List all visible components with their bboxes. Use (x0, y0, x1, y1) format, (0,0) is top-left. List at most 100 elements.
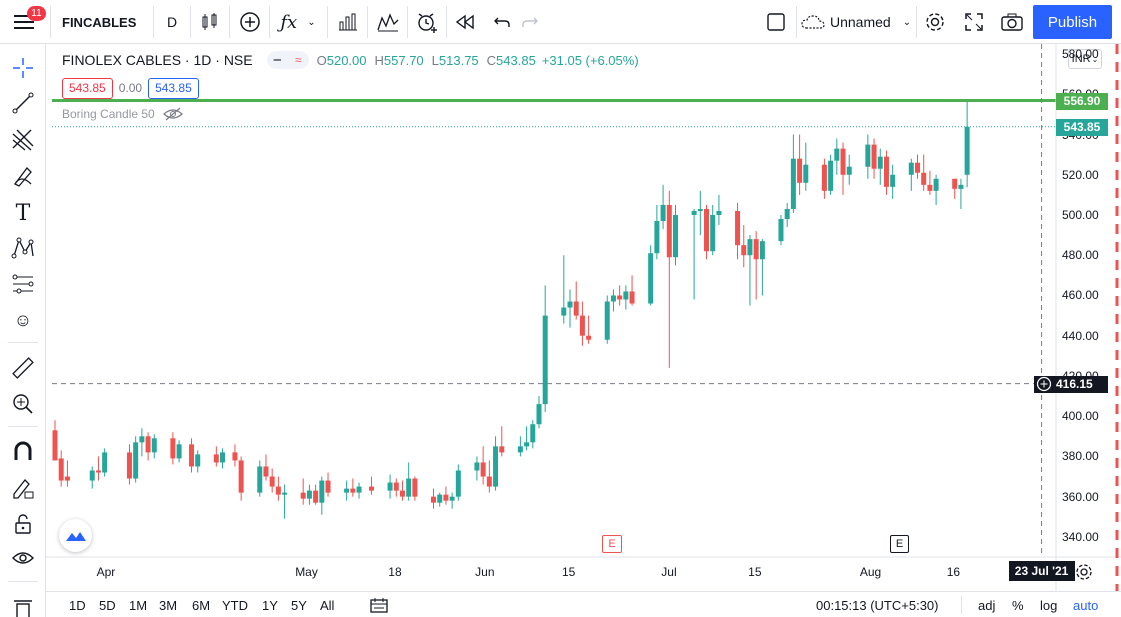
candle-body (753, 239, 759, 260)
layout-name-button[interactable]: Unnamed ⌄ (801, 6, 913, 38)
range-button-1m[interactable]: 1M (129, 598, 148, 613)
candle-body (865, 144, 871, 167)
chart-templates-button[interactable] (374, 6, 402, 38)
line-price-tag: 556.90 (1056, 92, 1108, 110)
stay-drawing-tool[interactable] (9, 474, 37, 502)
candle-body (89, 470, 95, 481)
candle-body (542, 315, 548, 405)
clock-time[interactable]: 00:15:13 (UTC+5:30) (816, 598, 939, 613)
low-value: 513.75 (438, 52, 479, 68)
undo-button[interactable] (488, 6, 516, 38)
zoom-tool[interactable] (9, 390, 37, 418)
replay-icon (455, 14, 474, 30)
prediction-tool[interactable] (9, 270, 37, 298)
fullscreen-button[interactable] (960, 6, 988, 38)
replay-button[interactable] (451, 6, 479, 38)
alert-button[interactable] (413, 6, 441, 38)
range-button-6m[interactable]: 6M (192, 598, 211, 613)
snapshot-button[interactable] (998, 6, 1026, 38)
magnet-tool[interactable] (9, 438, 37, 466)
earnings-marker-future[interactable]: E (890, 535, 909, 553)
candle-body (530, 424, 536, 443)
currency-label: INR (1071, 53, 1091, 65)
range-button-1y[interactable]: 1Y (262, 598, 278, 613)
add-compare-icon (240, 12, 260, 32)
settings-icon (926, 13, 944, 31)
hide-drawings-tool[interactable] (9, 544, 37, 572)
candle-body (95, 470, 101, 473)
brush-tool[interactable] (9, 162, 37, 190)
trash-icon (14, 600, 32, 617)
low-label: L (431, 52, 439, 68)
emoji-tool[interactable]: ☺ (9, 306, 37, 334)
eye-icon (12, 552, 34, 564)
range-button-all[interactable]: All (320, 598, 335, 613)
crosshair-tool[interactable] (9, 54, 37, 82)
redo-button[interactable] (516, 6, 544, 38)
ruler-icon (12, 357, 34, 379)
candle-body (344, 488, 350, 493)
lock-drawings-tool[interactable] (9, 510, 37, 538)
indicator-name: Boring Candle 50 (62, 107, 155, 121)
delete-drawings-tool[interactable] (9, 594, 37, 617)
candle-body (629, 291, 635, 304)
publish-button[interactable]: Publish (1033, 5, 1112, 39)
candle-body (821, 164, 827, 191)
line-templates-icon (377, 13, 399, 32)
adjust-toggle[interactable]: adj (978, 598, 996, 613)
candle-body (846, 166, 852, 175)
auto-scale-toggle[interactable]: auto (1073, 598, 1099, 613)
price-tick-label: 500.00 (1062, 208, 1099, 222)
price-tick-label: 520.00 (1062, 167, 1099, 182)
high-label: H (374, 52, 384, 68)
sell-price-button[interactable]: 543.85 (62, 77, 113, 99)
eye-hidden-icon[interactable] (162, 107, 183, 121)
percent-toggle[interactable]: % (1012, 598, 1024, 613)
lock-icon (15, 514, 31, 534)
legend-toggle[interactable]: ━ ≈ (266, 51, 309, 69)
interval-button[interactable]: D (166, 14, 178, 30)
chart-type-button[interactable] (196, 6, 224, 38)
range-button-5d[interactable]: 5D (99, 598, 116, 613)
calendar-range-icon[interactable] (370, 597, 388, 613)
candle-body (666, 204, 672, 258)
pattern-tool[interactable] (9, 234, 37, 262)
redo-icon (522, 17, 538, 27)
symbol-search-button[interactable]: FINCABLES (62, 14, 137, 30)
date-tick-label: 15 (562, 565, 576, 579)
candle-body (883, 156, 889, 187)
range-button-1d[interactable]: 1D (69, 598, 86, 613)
range-button-3m[interactable]: 3M (159, 598, 178, 613)
compare-button[interactable] (236, 6, 264, 38)
range-button-ytd[interactable]: YTD (222, 598, 248, 613)
candle-body (232, 452, 238, 461)
candle-body (474, 462, 480, 471)
candle-body (623, 291, 629, 300)
close-label: C (486, 52, 497, 68)
indicator-legend[interactable]: Boring Candle 50 (62, 107, 183, 121)
text-tool[interactable]: T (9, 199, 37, 227)
tradingview-logo[interactable] (59, 519, 92, 552)
layout-button[interactable] (762, 6, 790, 38)
axis-settings-icon[interactable] (1074, 562, 1094, 582)
settings-button[interactable] (921, 6, 949, 38)
candle-body (648, 253, 654, 304)
candle-body (306, 490, 312, 499)
price-tick-label: 340.00 (1062, 529, 1099, 544)
earnings-marker-past[interactable]: E (602, 535, 622, 553)
indicators-button[interactable]: ƒx ⌄ (276, 6, 320, 38)
buy-price-button[interactable]: 543.85 (148, 77, 199, 99)
log-toggle[interactable]: log (1040, 598, 1058, 613)
templates-button[interactable] (334, 6, 362, 38)
measure-tool[interactable] (9, 354, 37, 382)
symbol-title[interactable]: FINOLEX CABLES · 1D · NSE (62, 52, 253, 68)
candle-body (914, 162, 920, 173)
add-plus-icon[interactable] (1036, 376, 1052, 392)
price-tick-label: 360.00 (1062, 489, 1099, 504)
trendline-tool[interactable] (9, 89, 37, 117)
fib-tool[interactable] (9, 126, 37, 154)
range-button-5y[interactable]: 5Y (291, 598, 307, 613)
menu-button[interactable]: 11 (0, 0, 48, 44)
currency-select[interactable]: INR ⌄ (1068, 49, 1102, 69)
